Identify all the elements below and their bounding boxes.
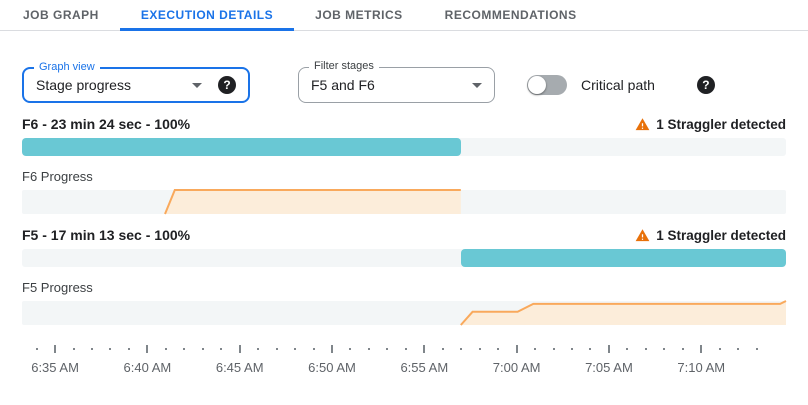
straggler-badge[interactable]: 1 Straggler detected (635, 228, 786, 243)
axis-tick-major (238, 345, 241, 353)
axis-tick-minor (497, 348, 500, 350)
axis-tick-major (146, 345, 149, 353)
time-axis-ticks (35, 345, 764, 353)
tab-job-metrics[interactable]: JOB METRICS (315, 8, 403, 22)
time-axis-labels: 6:35 AM 6:40 AM 6:45 AM 6:50 AM 6:55 AM 7:00 … (31, 360, 764, 376)
graph-view-label: Graph view (34, 61, 100, 73)
axis-tick-minor (127, 348, 130, 350)
progress-chart-f6 (22, 190, 786, 214)
axis-tick-minor (404, 348, 407, 350)
stage-header: F6 - 23 min 24 sec - 100% 1 Straggler de… (22, 115, 786, 133)
tab-bar: JOB GRAPH EXECUTION DETAILS JOB METRICS … (0, 0, 808, 31)
axis-tick-minor (109, 348, 112, 350)
axis-tick-minor (534, 348, 537, 350)
axis-tick-minor (718, 348, 721, 350)
stage-section-f6: F6 - 23 min 24 sec - 100% 1 Straggler de… (22, 115, 786, 214)
filter-stages-value: F5 and F6 (311, 77, 375, 93)
progress-label-f5: F5 Progress (22, 280, 93, 295)
progress-area-chart (22, 301, 786, 325)
axis-tick-minor (460, 348, 463, 350)
filter-stages-label: Filter stages (309, 60, 379, 72)
help-icon[interactable]: ? (218, 76, 236, 94)
axis-tick-minor (294, 348, 297, 350)
progress-chart-f5 (22, 301, 786, 325)
axis-tick-minor (349, 348, 352, 350)
stage-bar-track-f6 (22, 138, 786, 156)
axis-tick-minor (164, 348, 167, 350)
axis-tick-minor (257, 348, 260, 350)
filter-stages-select[interactable]: Filter stages F5 and F6 (298, 60, 495, 103)
axis-tick-label: 7:00 AM (492, 360, 541, 375)
axis-tick-label: 6:40 AM (123, 360, 172, 375)
axis-tick-minor (478, 348, 481, 350)
axis-tick-minor (72, 348, 75, 350)
help-icon[interactable]: ? (696, 76, 715, 94)
chevron-down-icon (192, 82, 202, 88)
axis-tick-major (423, 345, 426, 353)
axis-tick-minor (626, 348, 629, 350)
stage-bar-fill-f5[interactable] (460, 249, 786, 267)
axis-tick-major (54, 345, 57, 353)
stage-header: F5 - 17 min 13 sec - 100% 1 Straggler de… (22, 226, 786, 244)
graph-view-value: Stage progress (36, 77, 131, 93)
axis-tick-minor (35, 348, 38, 350)
warning-icon (635, 117, 650, 130)
axis-tick-major (607, 345, 610, 353)
warning-icon (635, 228, 650, 241)
axis-tick-minor (681, 348, 684, 350)
axis-tick-label: 6:45 AM (215, 360, 264, 375)
axis-tick-major (700, 345, 703, 353)
axis-tick-minor (552, 348, 555, 350)
stage-title: F5 - 17 min 13 sec - 100% (22, 227, 191, 243)
tab-recommendations[interactable]: RECOMMENDATIONS (444, 8, 577, 22)
axis-tick-minor (183, 348, 186, 350)
straggler-text: 1 Straggler detected (656, 116, 786, 132)
tab-execution-details[interactable]: EXECUTION DETAILS (119, 0, 295, 31)
axis-tick-minor (367, 348, 370, 350)
axis-tick-major (515, 345, 518, 353)
axis-tick-minor (275, 348, 278, 350)
axis-tick-minor (441, 348, 444, 350)
axis-tick-minor (589, 348, 592, 350)
axis-tick-minor (312, 348, 315, 350)
toggle-knob (528, 76, 546, 94)
straggler-text: 1 Straggler detected (656, 227, 786, 243)
axis-tick-label: 6:35 AM (31, 360, 79, 375)
straggler-badge[interactable]: 1 Straggler detected (635, 117, 786, 132)
axis-tick-label: 7:10 AM (677, 360, 726, 375)
chevron-down-icon (472, 82, 482, 88)
graph-view-select[interactable]: Graph view Stage progress ? (22, 61, 250, 103)
axis-tick-major (331, 345, 333, 353)
stage-title: F6 - 23 min 24 sec - 100% (22, 116, 191, 132)
axis-tick-minor (644, 348, 647, 350)
critical-path-toggle[interactable] (527, 75, 567, 95)
progress-area-chart (22, 190, 461, 214)
axis-tick-minor (755, 348, 758, 350)
controls-row: Graph view Stage progress ? Filter stage… (22, 60, 786, 103)
axis-tick-minor (220, 348, 223, 350)
axis-tick-minor (386, 348, 389, 350)
stage-bar-track-f5 (22, 249, 786, 267)
stage-bar-fill-f6[interactable] (22, 138, 461, 156)
stage-section-f5: F5 - 17 min 13 sec - 100% 1 Straggler de… (22, 226, 786, 325)
progress-label-f6: F6 Progress (22, 169, 93, 184)
tab-job-graph[interactable]: JOB GRAPH (23, 8, 99, 22)
critical-path-group: Critical path ? (527, 75, 715, 95)
time-axis: 6:35 AM 6:40 AM 6:45 AM 6:50 AM 6:55 AM 7:00 … (31, 345, 764, 376)
critical-path-label: Critical path (581, 77, 655, 93)
axis-tick-label: 6:55 AM (400, 360, 449, 375)
axis-tick-minor (663, 348, 666, 350)
axis-tick-label: 6:50 AM (308, 360, 356, 375)
axis-tick-minor (571, 348, 573, 350)
axis-tick-label: 7:05 AM (585, 360, 633, 375)
stages-panel: F6 - 23 min 24 sec - 100% 1 Straggler de… (0, 115, 808, 376)
axis-tick-minor (91, 348, 93, 350)
axis-tick-minor (737, 348, 740, 350)
axis-tick-minor (201, 348, 204, 350)
